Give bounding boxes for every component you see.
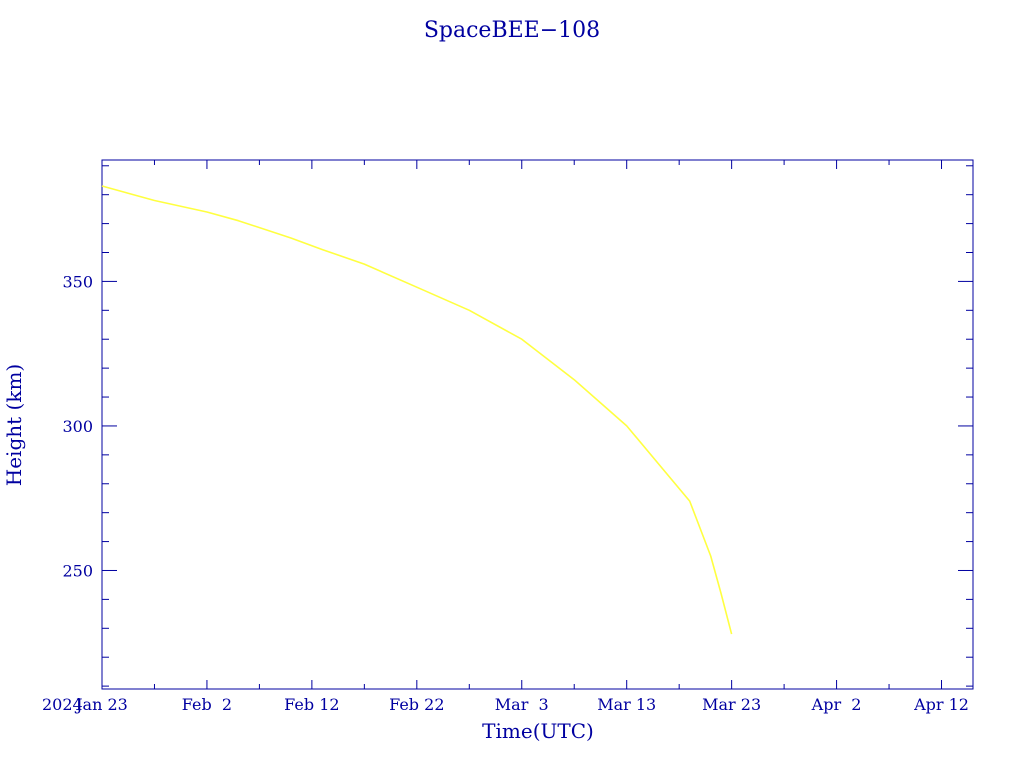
x-tick-label: Apr 2 <box>811 695 862 714</box>
y-tick-label: 350 <box>62 272 93 291</box>
x-tick-label: Feb 2 <box>182 695 232 714</box>
x-tick-label: Feb 22 <box>389 695 444 714</box>
y-axis-label: Height (km) <box>2 364 26 486</box>
x-tick-label: Apr 12 <box>913 695 969 714</box>
plot-frame <box>101 159 974 690</box>
x-tick-label: Mar 3 <box>495 695 549 714</box>
y-tick-label: 300 <box>62 417 93 436</box>
x-axis-year-label: 2024 <box>42 695 83 714</box>
x-tick-label: Mar 13 <box>597 695 656 714</box>
x-axis-label: Time(UTC) <box>482 719 594 743</box>
series-line <box>101 185 733 635</box>
x-tick-label: Mar 23 <box>702 695 761 714</box>
plot-area: Jan 23 Feb 2 Feb 12 Feb 22 Mar 3 Mar 13 Mar 23… <box>62 159 974 714</box>
x-tick-label: Feb 12 <box>284 695 339 714</box>
x-tick-label: Jan 23 <box>74 695 128 714</box>
y-tick-label: 250 <box>62 561 93 580</box>
chart-title: SpaceBEE−108 <box>424 18 600 43</box>
